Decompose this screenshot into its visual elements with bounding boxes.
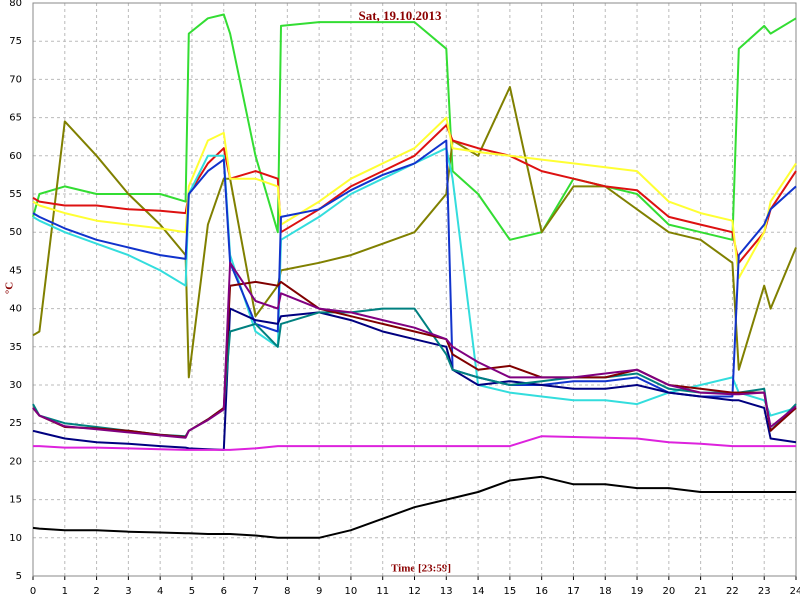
y-tick-label: 65: [9, 113, 22, 124]
x-tick-label: 17: [567, 586, 580, 597]
y-tick-label: 55: [9, 189, 22, 200]
x-tick-label: 23: [758, 586, 771, 597]
x-tick-label: 11: [376, 586, 389, 597]
y-tick-label: 25: [9, 418, 22, 429]
y-tick-label: 35: [9, 342, 22, 353]
y-tick-label: 80: [9, 0, 22, 9]
series-line: [33, 435, 796, 451]
x-tick-label: 21: [694, 586, 707, 597]
x-tick-label: 4: [157, 586, 163, 597]
y-tick-label: 10: [9, 533, 22, 544]
y-tick-label: 50: [9, 227, 22, 238]
series-line: [32, 86, 797, 379]
x-tick-label: 5: [189, 586, 195, 597]
x-tick-label: 1: [62, 586, 68, 597]
x-tick-label: 22: [726, 586, 739, 597]
x-axis-label: Time [23:59]: [391, 563, 451, 575]
series-line: [32, 13, 797, 241]
y-tick-label: 45: [9, 265, 22, 276]
x-tick-label: 19: [631, 586, 644, 597]
x-tick-label: 8: [284, 586, 290, 597]
x-tick-label: 18: [599, 586, 612, 597]
x-tick-label: 9: [316, 586, 322, 597]
chart-title: Sat, 19.10.2013: [358, 8, 442, 23]
x-tick-label: 14: [472, 586, 485, 597]
x-tick-label: 12: [408, 586, 421, 597]
series-line: [32, 475, 796, 539]
x-tick-label: 2: [93, 586, 99, 597]
x-tick-label: 3: [125, 586, 131, 597]
x-tick-label: 24: [790, 586, 800, 597]
x-tick-label: 6: [221, 586, 227, 597]
y-tick-label: 40: [9, 304, 22, 315]
y-tick-label: 30: [9, 380, 22, 391]
series-line: [32, 261, 797, 439]
x-tick-label: 16: [535, 586, 548, 597]
x-tick-label: 10: [345, 586, 358, 597]
series-line: [32, 307, 797, 451]
y-tick-label: 15: [9, 495, 22, 506]
x-tick-label: 7: [252, 586, 258, 597]
y-tick-label: 20: [9, 456, 22, 467]
x-tick-label: 0: [30, 586, 36, 597]
x-tick-label: 13: [440, 586, 453, 597]
x-tick-label: 15: [504, 586, 517, 597]
series-line: [32, 124, 797, 264]
y-axis-label: °C: [4, 282, 16, 294]
y-tick-label: 5: [16, 571, 22, 582]
series-line: [32, 116, 797, 279]
plot-frame: [32, 2, 797, 577]
y-tick-label: 75: [9, 36, 22, 47]
y-tick-label: 60: [9, 151, 22, 162]
y-tick-label: 70: [9, 74, 22, 85]
x-tick-label: 20: [662, 586, 675, 597]
